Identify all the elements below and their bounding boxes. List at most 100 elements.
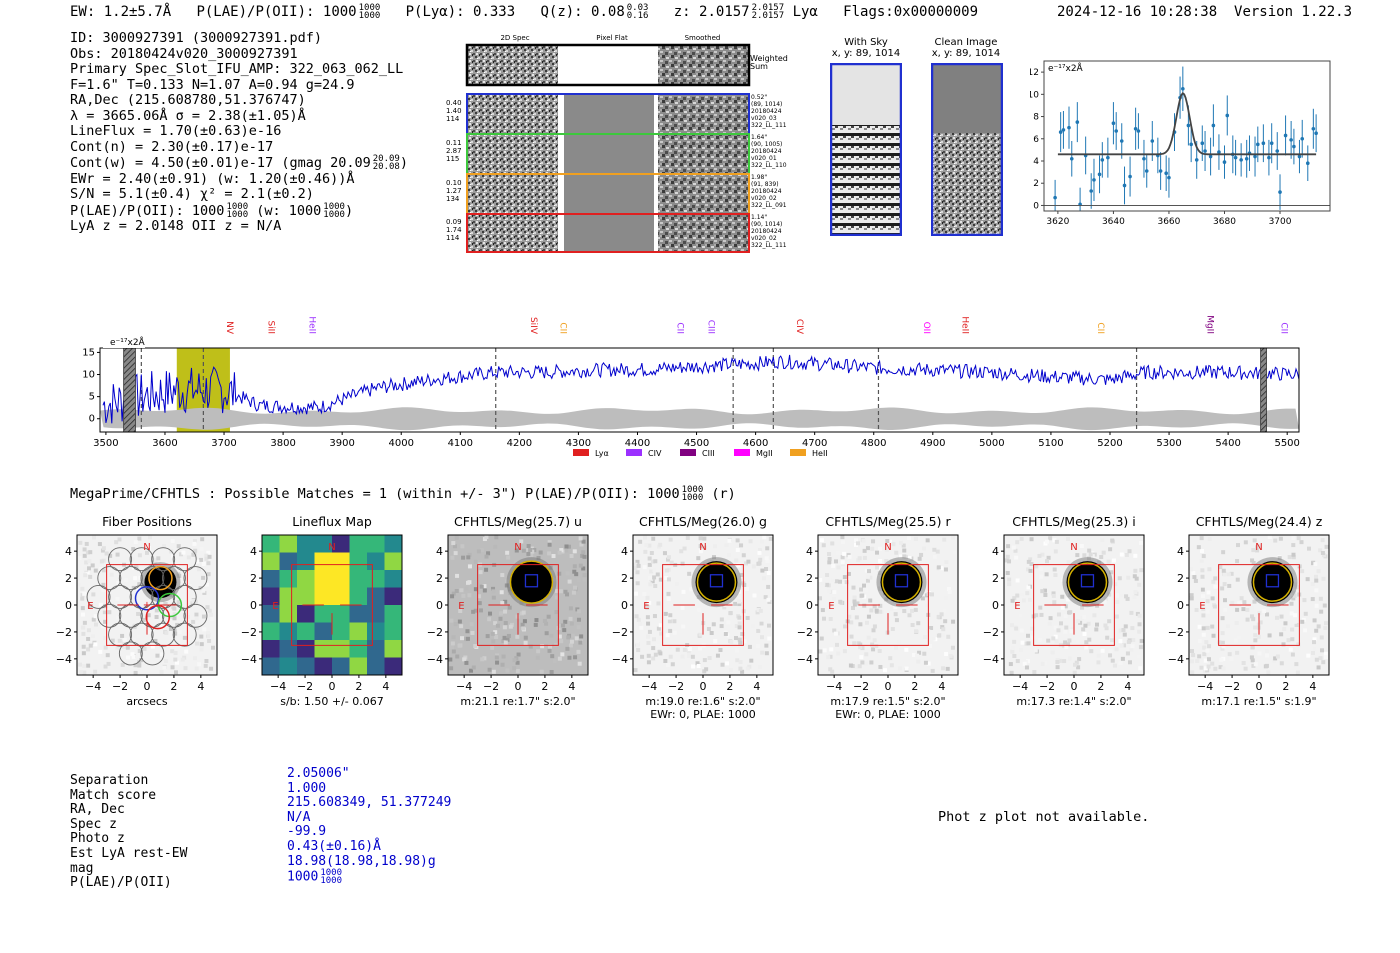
cutout-ytick-label: 2 [992, 572, 999, 585]
cutout-noise-pixel [1213, 576, 1218, 581]
match-value-plae-hi: 1000 [320, 868, 342, 879]
cutout-noise-pixel [478, 608, 483, 613]
cutout-noise-pixel [1009, 623, 1014, 628]
cutout-noise-pixel [164, 630, 169, 635]
cutout-noise-pixel [727, 538, 732, 543]
lineflux-pixel [314, 552, 333, 571]
cutout-noise-pixel [91, 535, 96, 540]
cutout-caption-line1: arcsecs [126, 695, 168, 708]
cutout-noise-pixel [1026, 659, 1031, 664]
cutout-noise-pixel [566, 544, 571, 549]
spectrum-legend-swatch [790, 449, 806, 456]
cutout-noise-pixel [1194, 607, 1199, 612]
cutout-noise-pixel [526, 617, 531, 622]
cutout-noise-pixel [724, 543, 729, 548]
search-box [106, 564, 188, 646]
cutout-noise-pixel [450, 641, 455, 646]
cutout-ytick-label: −4 [56, 653, 72, 666]
header-plae-lo: 1000 [358, 11, 381, 21]
cutout-noise-pixel [538, 550, 543, 555]
cutout-noise-pixel [1251, 617, 1256, 622]
cutout-noise-pixel [1047, 621, 1052, 626]
cutout-xtick-label: 2 [355, 680, 362, 693]
cutout-noise-pixel [923, 660, 928, 665]
cutout-noise-pixel [1296, 642, 1301, 647]
cutout-noise-pixel [1108, 544, 1113, 549]
cutout-title: CFHTLS/Meg(24.4) z [1195, 514, 1323, 529]
cutout-noise-pixel [1273, 656, 1278, 661]
info-lineflux: LineFlux = 1.70(±0.63)e-16 [70, 123, 282, 139]
cutout-noise-pixel [698, 544, 703, 549]
cutout-noise-pixel [819, 636, 824, 641]
cutout-xtick-label: 0 [329, 680, 336, 693]
cutout-noise-pixel [567, 579, 572, 584]
line-fit-point [1256, 142, 1260, 147]
fiber-row-4-left-1: 1.74 [446, 226, 462, 234]
cutout-noise-pixel [505, 668, 510, 673]
cutout-noise-pixel [571, 590, 576, 595]
cutout-noise-pixel [941, 666, 946, 671]
cutout-noise-pixel [652, 637, 657, 642]
cutout-noise-pixel [1323, 572, 1328, 577]
cutout-noise-pixel [944, 652, 949, 657]
cutout-noise-pixel [1256, 634, 1261, 639]
cutout-noise-pixel [520, 622, 525, 627]
cutout-noise-pixel [453, 551, 458, 556]
cutout-noise-pixel [477, 601, 482, 606]
cutout-noise-pixel [574, 572, 579, 577]
line-fit-point [1150, 139, 1155, 143]
cutout-noise-pixel [1253, 625, 1258, 630]
cutout-noise-pixel [740, 669, 745, 674]
cutout-noise-pixel [88, 574, 93, 579]
cutout-noise-pixel [204, 659, 209, 664]
cutout-noise-pixel [1320, 550, 1325, 555]
cutout-noise-pixel [1006, 544, 1011, 549]
cutout-noise-pixel [1126, 639, 1131, 644]
cutout-noise-pixel [1034, 613, 1039, 618]
cutout-noise-pixel [667, 615, 672, 620]
cutout-ytick-label: −2 [427, 626, 443, 639]
cutout-ytick-label: 4 [250, 545, 257, 558]
cutout-noise-pixel [547, 644, 552, 649]
cutout-noise-pixel [647, 537, 652, 542]
cutout-noise-pixel [1053, 634, 1058, 639]
cutout-noise-pixel [1312, 618, 1317, 623]
cutout-noise-pixel [115, 596, 120, 601]
cutout-noise-pixel [1108, 653, 1113, 658]
cutout-noise-pixel [726, 615, 731, 620]
cutout-noise-pixel [639, 625, 644, 630]
cutout-ytick-label: −4 [1168, 653, 1184, 666]
cutout-noise-pixel [709, 631, 714, 636]
north-label: N [884, 542, 891, 553]
cutout-noise-pixel [764, 656, 769, 661]
cutout-noise-pixel [1294, 622, 1299, 627]
cutout-noise-pixel [1139, 638, 1144, 643]
spectrum-legend-swatch [573, 449, 589, 456]
cutout-noise-pixel [563, 589, 568, 594]
cutout-caption: m:17.1 re:1.5" s:1.9" [1169, 695, 1349, 708]
cutout-noise-pixel [1223, 607, 1228, 612]
fiber-row-3 [466, 173, 750, 215]
spectrum-hatched-band [1260, 347, 1267, 433]
cutout-noise-pixel [564, 548, 569, 553]
lineflux-pixel [367, 657, 385, 676]
cutout-noise-pixel [1132, 574, 1137, 579]
cutout-noise-pixel [1127, 660, 1132, 665]
cutout-noise-pixel [1189, 648, 1194, 653]
cutout-noise-pixel [484, 535, 489, 540]
cutout-xtick-label: 2 [1282, 680, 1289, 693]
cutout-noise-pixel [713, 544, 718, 549]
cutout-noise-pixel [1250, 605, 1255, 610]
cutout-noise-pixel [546, 614, 551, 619]
cutout-noise-pixel [449, 645, 454, 650]
cutout-noise-pixel [1118, 639, 1123, 644]
cutout-noise-pixel [83, 573, 88, 578]
cutout-noise-pixel [503, 599, 508, 604]
line-fit-point [1111, 121, 1116, 126]
cutout-noise-pixel [652, 614, 657, 619]
cutout-noise-pixel [670, 662, 675, 667]
cutout-noise-pixel [861, 538, 866, 543]
cutout-noise-pixel [649, 550, 654, 555]
cutout-noise-pixel [1206, 664, 1211, 669]
cutout-caption-line2: EWr: 0, PLAE: 1000 [650, 708, 756, 721]
